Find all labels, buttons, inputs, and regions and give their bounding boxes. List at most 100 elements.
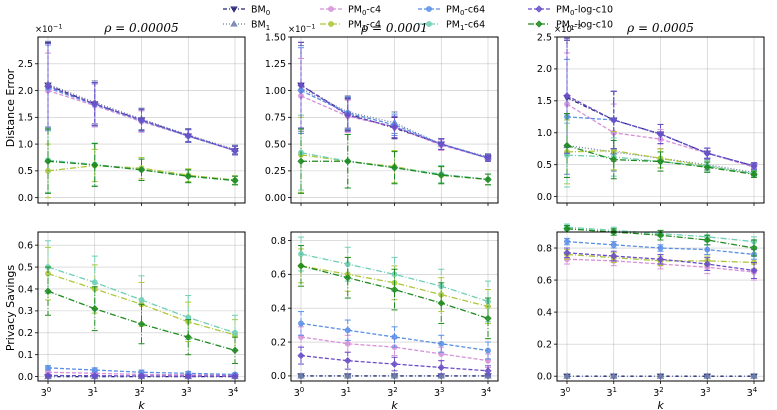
ytick-label-4: 2.0 [18, 86, 33, 97]
ytick-label-4: 0.8 [537, 243, 552, 254]
ytick-label-5: 2.5 [537, 32, 552, 43]
axis-scale-label: ×10−1 [288, 23, 316, 36]
point-PM0logc10-1 [344, 111, 352, 119]
legend-entry-BM1: BM1 [223, 20, 270, 33]
axis-scale-label: ×10−1 [35, 23, 63, 36]
panel-1: 0.00 0.25 0.50 0.75 1.00 1.25 1.50 ρ = 0.0001 ×1… [265, 21, 499, 206]
point-PM1logc10-4 [750, 170, 758, 178]
point-PM1logc10-4 [484, 314, 492, 322]
ytick-label-6: 1.50 [265, 32, 286, 43]
ytick-label-2: 1.0 [18, 139, 33, 150]
xtick-label-3: 33 [700, 386, 711, 399]
point-PM0logc10-1 [610, 252, 618, 260]
point-PM0c64-0 [298, 320, 304, 327]
xtick-label-4: 34 [228, 386, 239, 399]
series-PM0logc10 [44, 371, 239, 380]
legend-entry-PM0c64: PM0-c64 [418, 5, 485, 18]
legend-label-PM0c64: PM0-c64 [446, 5, 485, 18]
point-PM0logc10-2 [656, 130, 665, 138]
xtick-label-2: 32 [387, 386, 398, 399]
point-PM1logc10-3 [703, 236, 711, 244]
ytick-label-3: 0.75 [265, 113, 286, 124]
point-PM1logc10-1 [344, 274, 352, 282]
series-PM1logc10 [44, 128, 239, 194]
point-PM1c64-1 [91, 279, 98, 286]
legend-marker-PM0logc10 [535, 5, 543, 13]
legend-label-BM1: BM1 [251, 20, 270, 33]
point-PM1logc10-0 [563, 141, 571, 150]
ytick-label-6: 0.6 [18, 240, 33, 251]
legend-entry-PM0c4: PM0-c4 [320, 5, 381, 17]
point-PM1logc10-2 [390, 164, 399, 172]
series-BM1 [297, 372, 492, 379]
legend-label-PM0logc10: PM0-log-c10 [556, 5, 613, 18]
point-PM1logc10-2 [656, 157, 665, 166]
point-PM1logc10-3 [703, 163, 711, 171]
ytick-label-3: 0.6 [271, 270, 286, 281]
xtick-label-1: 31 [606, 386, 617, 399]
axis-scale-label: ×10−2 [554, 23, 582, 36]
point-PM0logc10-0 [297, 351, 305, 360]
series-line-PM0c64 [300, 322, 489, 352]
series-PM1logc10 [297, 245, 492, 340]
point-PM0c64-2 [391, 334, 398, 340]
series-PM1logc10 [297, 128, 492, 194]
xtick-label-3: 33 [181, 386, 192, 399]
ytick-label-0: 0.0 [537, 371, 552, 382]
point-PM0logc10-2 [390, 123, 399, 131]
legend-marker-BM0 [230, 6, 238, 13]
point-PM0logc10-4 [750, 266, 758, 275]
point-PM0logc10-0 [297, 81, 305, 89]
ytick-label-0: 0.0 [271, 371, 286, 382]
point-BM1-4 [750, 372, 758, 379]
ytick-label-2: 0.4 [271, 303, 286, 314]
point-PM1logc10-2 [656, 231, 665, 239]
xtick-label-2: 32 [134, 386, 145, 399]
ytick-label-1: 0.5 [537, 160, 552, 171]
point-PM1logc10-4 [231, 346, 239, 354]
point-PM0logc10-3 [437, 140, 445, 148]
point-PM0logc10-2 [390, 360, 399, 368]
point-BM1-2 [390, 372, 399, 379]
ylabel-row-0: Distance Error [4, 68, 17, 147]
legend-label-PM1c64: PM1-c64 [446, 20, 485, 33]
ytick-label-3: 0.6 [537, 275, 552, 286]
series-PM1logc10 [563, 225, 758, 257]
ytick-label-5: 2.5 [18, 59, 33, 70]
panel-0: 0.0 0.5 1.0 1.5 2.0 2.5 ρ = 0.00005 ×10−1 [18, 21, 246, 206]
legend-marker-PM0c4 [328, 6, 334, 12]
legend: BM0 BM1 PM0-c4 PM1-c4 PM0-c64 PM1-c64 PM0-log-… [223, 5, 613, 33]
xtick-label-0: 30 [294, 386, 305, 399]
point-PM1logc10-3 [184, 333, 192, 341]
xtick-label-2: 32 [653, 386, 664, 399]
ytick-label-3: 0.3 [18, 306, 33, 317]
series-line-PM1logc10 [566, 144, 755, 175]
legend-label-BM0: BM0 [251, 5, 270, 18]
point-PM0c64-0 [45, 364, 51, 371]
point-PM1logc10-4 [484, 175, 492, 184]
xlabel: k [138, 399, 145, 410]
ytick-label-1: 0.2 [537, 339, 552, 350]
point-PM0c4-1 [344, 340, 351, 347]
point-BM1-3 [437, 372, 445, 379]
point-PM0logc10-4 [231, 372, 239, 380]
point-PM0logc10-3 [703, 149, 711, 157]
point-PM0c64-3 [438, 340, 445, 347]
xtick-label-1: 31 [340, 386, 351, 399]
series-line-PM0logc10 [566, 95, 755, 167]
point-PM1logc10-1 [610, 155, 618, 164]
point-PM1logc10-2 [137, 166, 146, 174]
point-PM0c64-4 [485, 347, 491, 354]
point-PM1logc10-0 [297, 262, 305, 270]
ytick-label-2: 0.50 [265, 139, 286, 150]
point-PM0logc10-3 [184, 372, 192, 380]
legend-entry-PM1logc10: PM1-log-c10 [528, 20, 613, 32]
point-PM1logc10-4 [231, 176, 239, 185]
ytick-label-2: 0.4 [537, 307, 552, 318]
ytick-label-2: 0.2 [18, 328, 33, 339]
panel-3: 0.0 0.1 0.2 0.3 0.4 0.5 0.6 30 31 32 33 34 k [18, 231, 246, 410]
ytick-label-0: 0.0 [537, 192, 552, 203]
point-PM1logc10-1 [91, 305, 99, 313]
point-PM1c64-4 [232, 329, 238, 336]
